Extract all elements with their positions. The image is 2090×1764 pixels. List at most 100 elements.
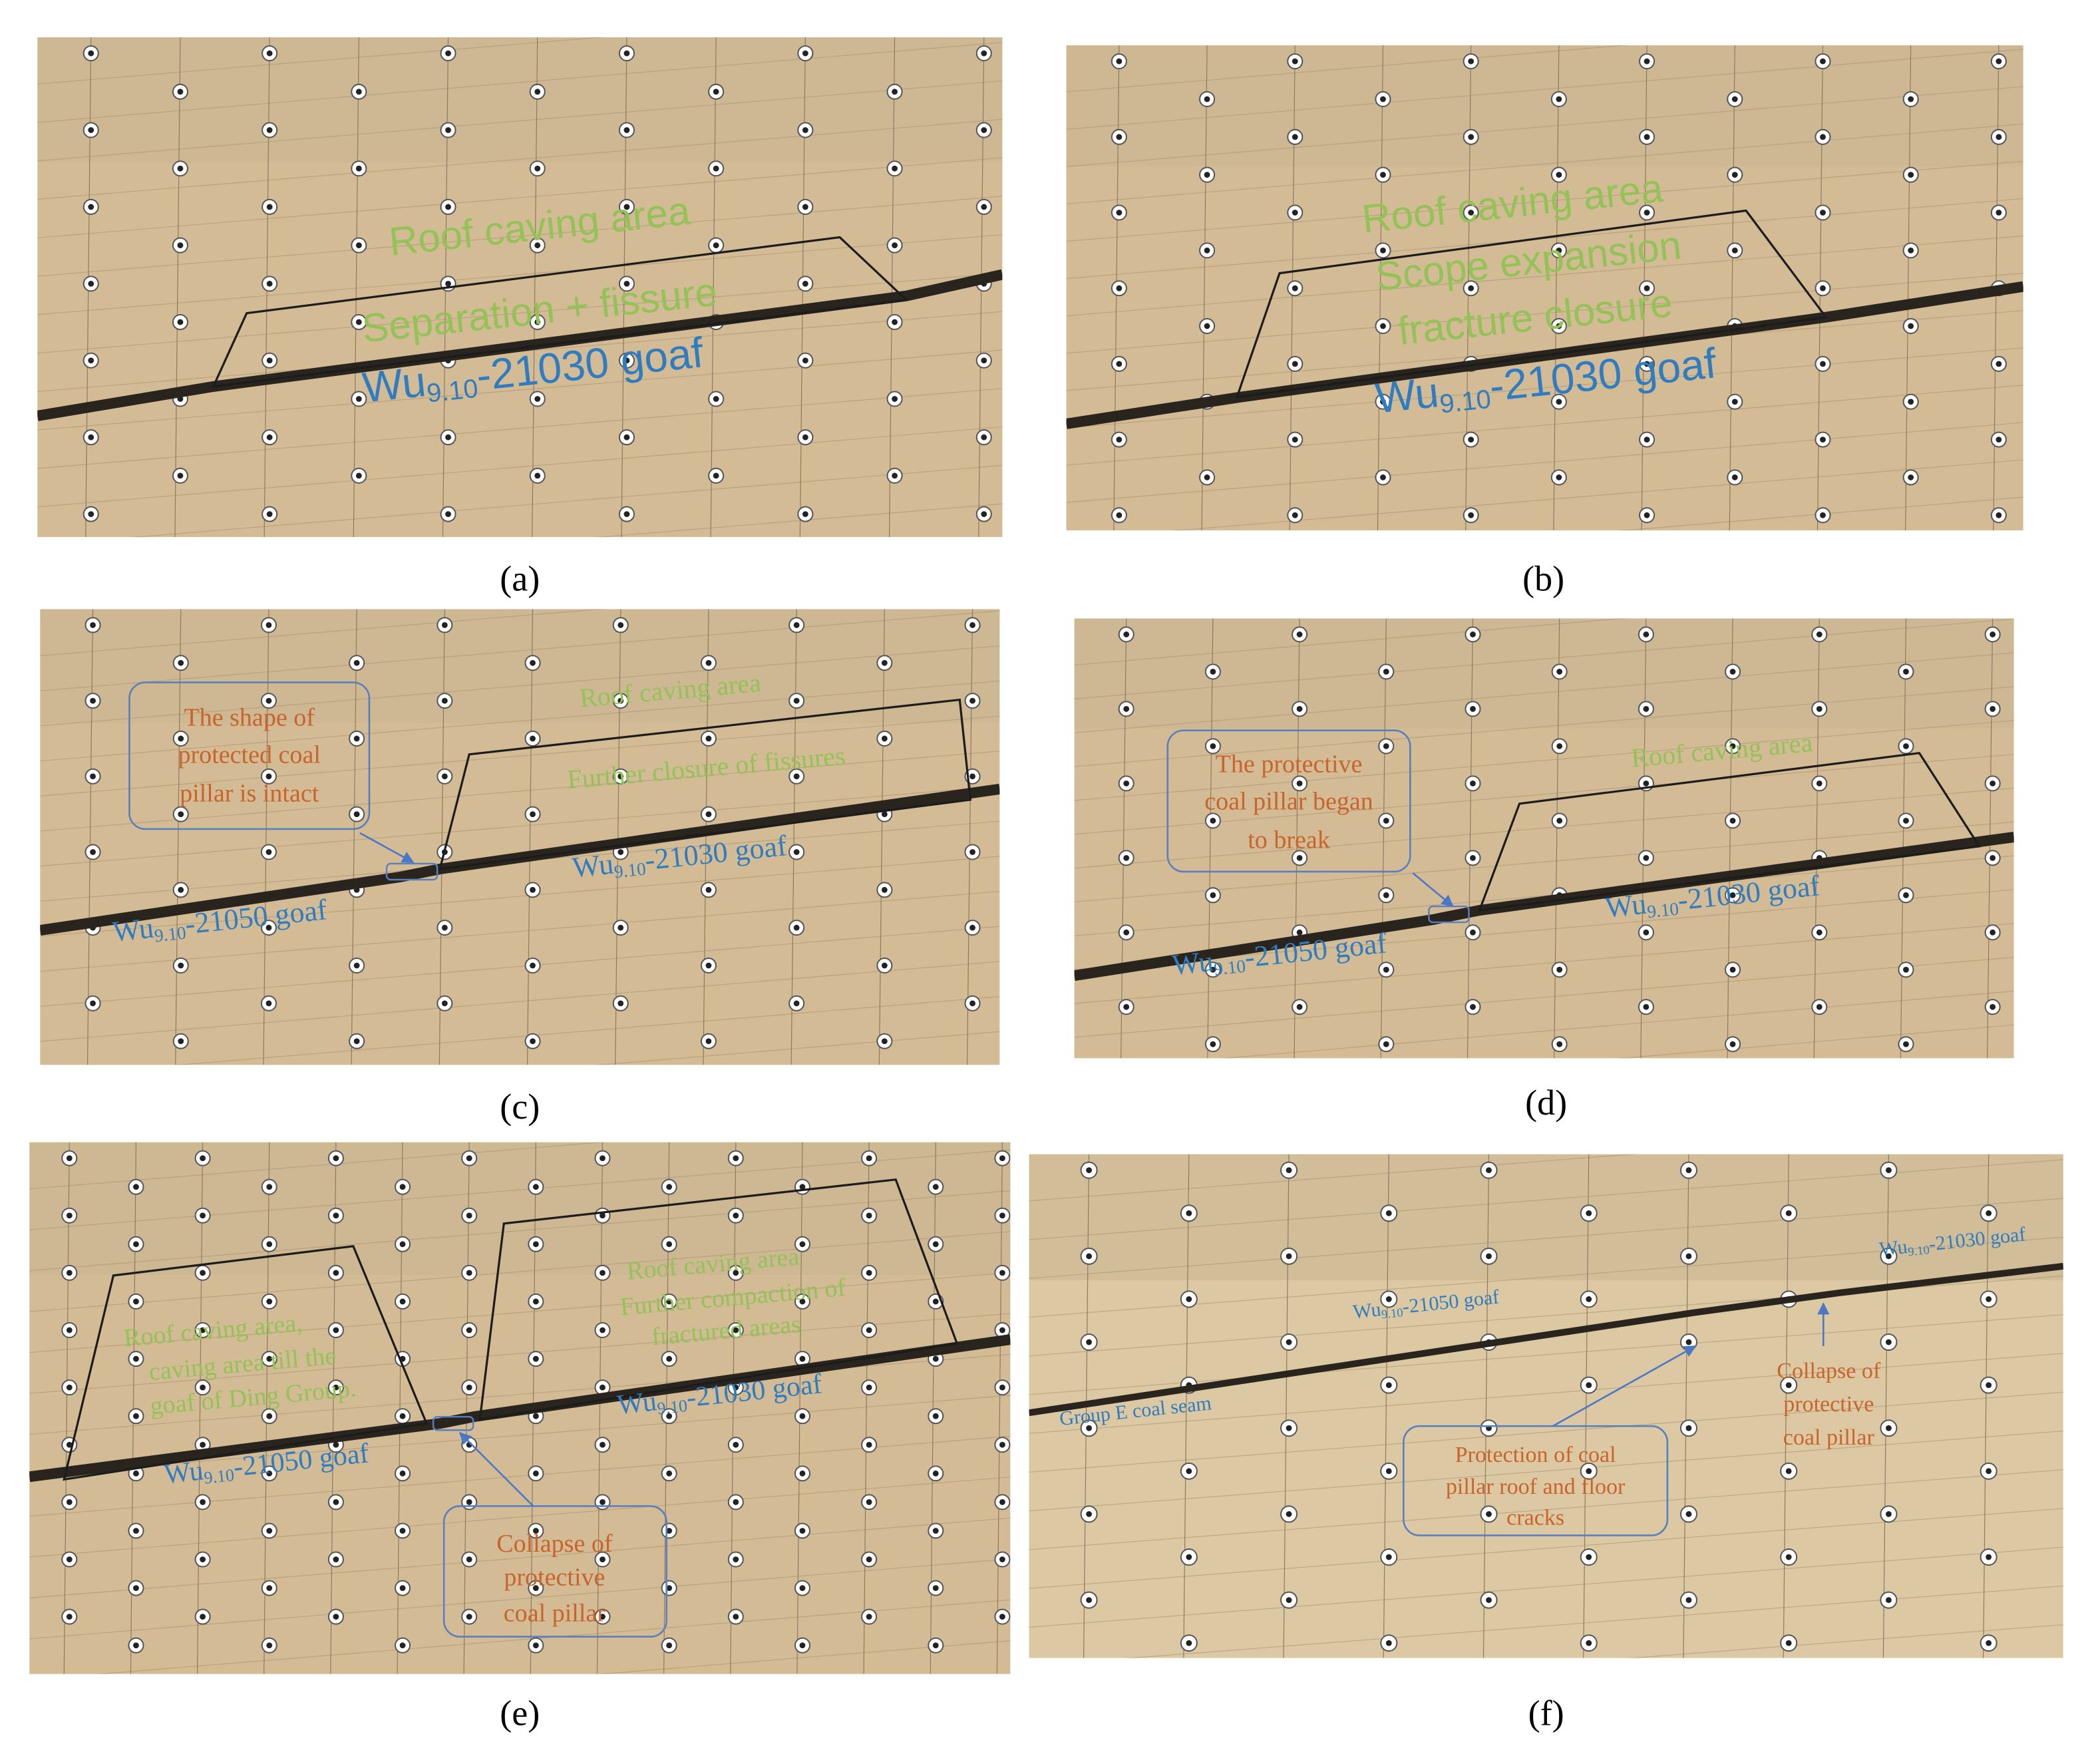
marker-center (1785, 1468, 1792, 1475)
marker-center (1731, 474, 1738, 480)
marker-center (705, 1038, 712, 1045)
marker-center (445, 511, 451, 518)
goaf-subscript: 9.10 (613, 859, 647, 882)
annotation: Protection of coal (1455, 1443, 1616, 1467)
grid-column (966, 609, 973, 1065)
marker-center (200, 1614, 206, 1620)
marker-center (200, 1499, 206, 1505)
marker-center (713, 472, 719, 479)
marker-center (200, 1327, 206, 1333)
marker-center (534, 165, 541, 172)
marker-center (892, 88, 898, 95)
marker-center (1556, 474, 1562, 480)
marker-center (1470, 929, 1476, 936)
grid-column (1882, 1154, 1890, 1658)
marker-center (623, 357, 630, 364)
marker-center (1204, 323, 1210, 329)
marker-center (733, 1327, 739, 1333)
marker-center (1820, 361, 1826, 367)
marker-center (733, 1441, 739, 1448)
marker-center (1908, 172, 1914, 178)
grid-column (263, 609, 269, 1065)
goaf-prefix: Wu (1170, 945, 1215, 981)
marker-center (1816, 780, 1823, 787)
strata-line (1074, 652, 2014, 733)
marker-center (1468, 512, 1475, 518)
marker-center (1292, 58, 1298, 65)
marker-center (66, 1499, 73, 1505)
grid-column (878, 609, 885, 1065)
grid-column (615, 609, 621, 1065)
strata-line (29, 1190, 1011, 1272)
marker-center (1468, 285, 1475, 291)
annotation: Collapse of (1777, 1359, 1881, 1383)
callout-arrow (359, 832, 415, 864)
marker-center (1643, 1003, 1650, 1010)
marker-center (88, 204, 94, 210)
marker-center (532, 1184, 539, 1190)
marker-center (133, 1413, 139, 1419)
grid-column (174, 37, 181, 538)
marker-center (534, 88, 541, 95)
annotation: pillar roof and floor (1446, 1475, 1626, 1499)
marker-center (1886, 1167, 1892, 1174)
marker-center (1903, 966, 1909, 973)
marker-center (799, 1184, 806, 1190)
marker-center (1586, 1296, 1592, 1302)
annotation: Wu9.10-21030 goaf (571, 829, 789, 886)
marker-center (1380, 323, 1386, 329)
marker-center (932, 1470, 939, 1477)
strata-line (40, 890, 1000, 972)
marker-center (1468, 58, 1475, 65)
strata-line (37, 80, 1003, 162)
marker-center (333, 1155, 339, 1162)
strata-line (131, 464, 1003, 538)
marker-center (666, 1298, 673, 1305)
marker-center (1986, 1640, 1992, 1646)
grid-column (730, 1142, 737, 1674)
marker-center (266, 50, 273, 57)
strata-line (37, 37, 606, 85)
marker-center (66, 1441, 73, 1448)
strata-line (1074, 686, 2014, 767)
marker-center (266, 357, 273, 364)
strata-line (37, 118, 1003, 200)
callout-arrow (1412, 872, 1454, 908)
annotation: protective (504, 1563, 605, 1591)
marker-center (1385, 1210, 1392, 1216)
marker-center (1383, 892, 1389, 898)
marker-center (1785, 1382, 1792, 1389)
marker-center (1820, 437, 1826, 443)
grid-column (1813, 618, 1820, 1059)
annotation: cracks (1506, 1505, 1564, 1530)
marker-center (1380, 474, 1386, 480)
marker-center (1556, 247, 1562, 254)
marker-center (353, 962, 360, 969)
grid-column (1727, 618, 1733, 1059)
marker-center (1186, 1640, 1192, 1646)
marker-center (1556, 172, 1562, 178)
grid-column (1729, 45, 1735, 531)
grid-column (1900, 618, 1907, 1059)
grid-column (1183, 1154, 1190, 1658)
marker-center (1296, 854, 1303, 861)
coal-seam (37, 269, 1003, 421)
marker-center (1731, 247, 1738, 254)
goaf-subscript: 9.10 (1213, 956, 1247, 979)
annotation: Wu9.10-21050 goaf (1170, 926, 1389, 983)
grid-column (330, 1142, 337, 1674)
marker-center (1644, 512, 1650, 518)
marker-center (266, 1528, 273, 1534)
marker-center (534, 319, 541, 325)
marker-center (532, 1642, 539, 1649)
marker-center (1383, 966, 1389, 973)
strata-line (1173, 459, 2023, 531)
marker-center (66, 1556, 73, 1562)
caving-outline (211, 236, 909, 388)
marker-center (200, 1270, 206, 1276)
marker-center (1731, 96, 1738, 102)
marker-center (1996, 210, 2002, 216)
